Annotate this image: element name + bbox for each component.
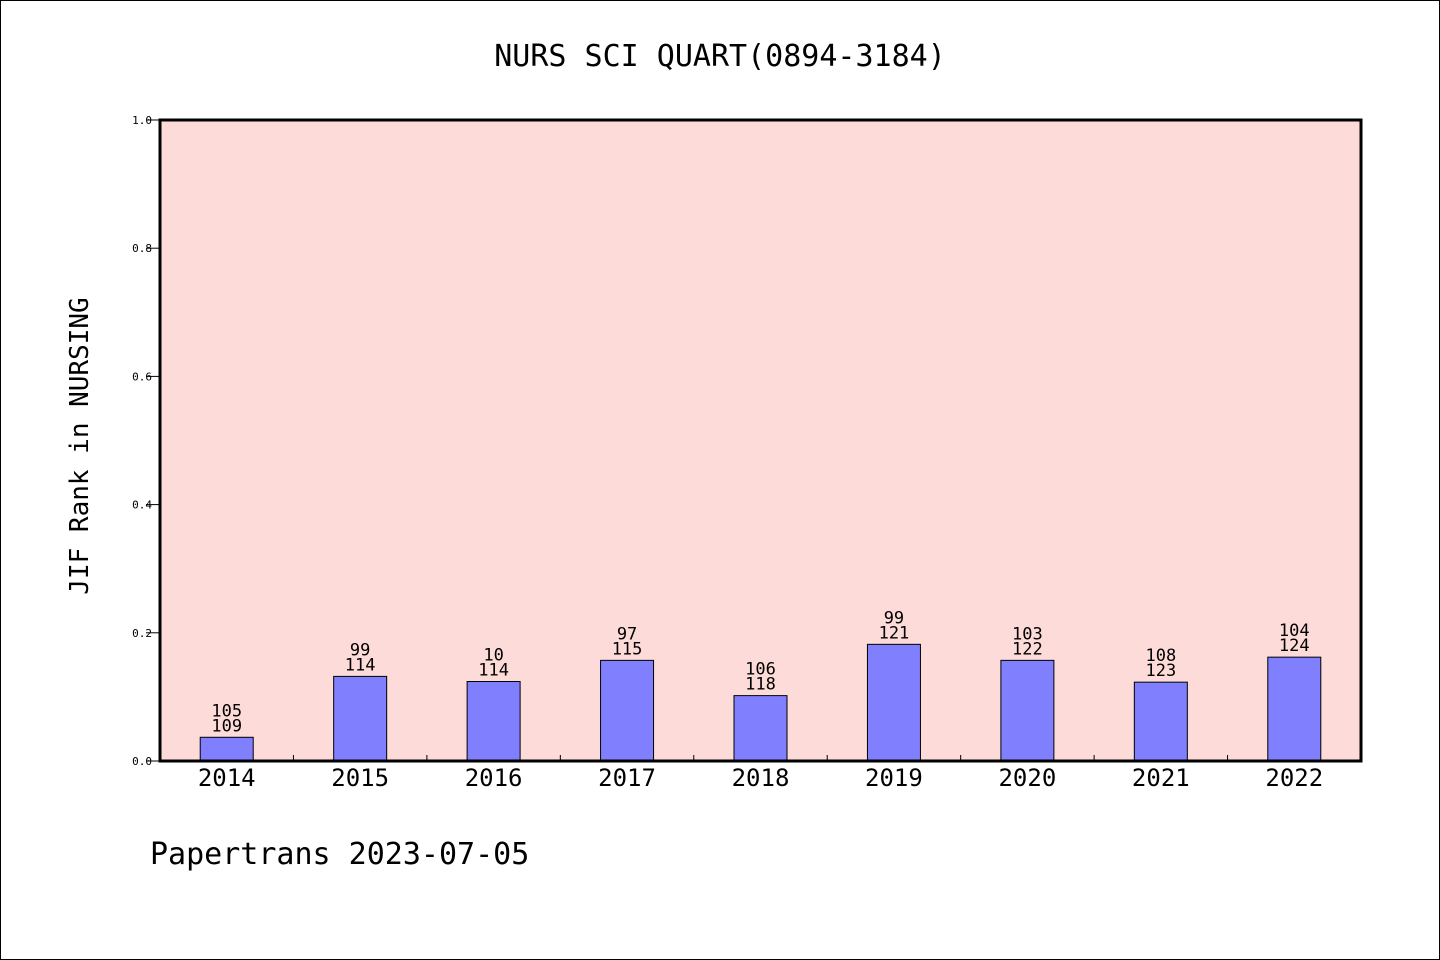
footer-text: Papertrans 2023-07-05: [150, 837, 529, 872]
y-tick-label: 0.6: [132, 370, 152, 383]
bar-label-top: 99: [350, 640, 370, 660]
bar-label-bottom: 109: [211, 716, 242, 736]
bar-label-top: 10: [483, 646, 503, 666]
bar-label-bottom: 124: [1279, 636, 1310, 656]
bar-2022: [1267, 656, 1322, 762]
y-tick-label: 0.4: [132, 499, 152, 512]
bar-2018: [733, 695, 788, 762]
bar-2015: [333, 675, 388, 762]
x-tick-label: 2018: [732, 764, 790, 792]
x-tick-label: 2022: [1265, 764, 1323, 792]
x-tick-label: 2015: [331, 764, 389, 792]
y-axis-ticks: 0.0 0.2 0.4 0.6 0.8 1.0: [132, 114, 160, 768]
bar-2019: [866, 643, 921, 762]
x-tick-label: 2014: [198, 764, 256, 792]
bar-2020: [1000, 659, 1055, 762]
plot-area: [160, 120, 1361, 761]
bar-label-bottom: 114: [478, 661, 509, 681]
x-tick-label: 2021: [1132, 764, 1190, 792]
bar-label-top: 106: [745, 660, 776, 680]
bar-label-bottom: 115: [612, 639, 643, 659]
x-tick-label: 2016: [465, 764, 523, 792]
bar-label-bottom: 114: [345, 655, 376, 675]
bar-2014: [199, 736, 254, 762]
bar-label-top: 105: [211, 701, 242, 721]
y-tick-label: 0.0: [132, 755, 152, 768]
bar-label-top: 97: [617, 624, 637, 644]
bar-label-top: 99: [884, 608, 904, 628]
bar-label-bottom: 123: [1145, 661, 1176, 681]
bar-label-bottom: 121: [879, 623, 910, 643]
y-tick-label: 0.8: [132, 242, 152, 255]
y-tick-label: 0.2: [132, 627, 152, 640]
bar-label-top: 103: [1012, 624, 1043, 644]
y-axis-label: JIF Rank in NURSING: [65, 297, 95, 594]
x-tick-label: 2020: [998, 764, 1056, 792]
x-tick-label: 2019: [865, 764, 923, 792]
bar-2017: [600, 659, 655, 762]
chart-title: NURS SCI QUART(0894-3184): [494, 39, 946, 74]
y-tick-label: 1.0: [132, 114, 152, 127]
bar-label-top: 108: [1145, 646, 1176, 666]
x-axis-ticks: 2014 2015 2016 2017 2018 2019 2020 2021 2022: [198, 755, 1323, 792]
bar-label-bottom: 122: [1012, 639, 1043, 659]
bar-2021: [1133, 681, 1188, 762]
x-tick-label: 2017: [598, 764, 656, 792]
plot-border: [158, 118, 1363, 763]
bar-2016: [466, 681, 521, 762]
bar-label-top: 104: [1279, 621, 1310, 641]
bar-label-bottom: 118: [745, 675, 776, 695]
